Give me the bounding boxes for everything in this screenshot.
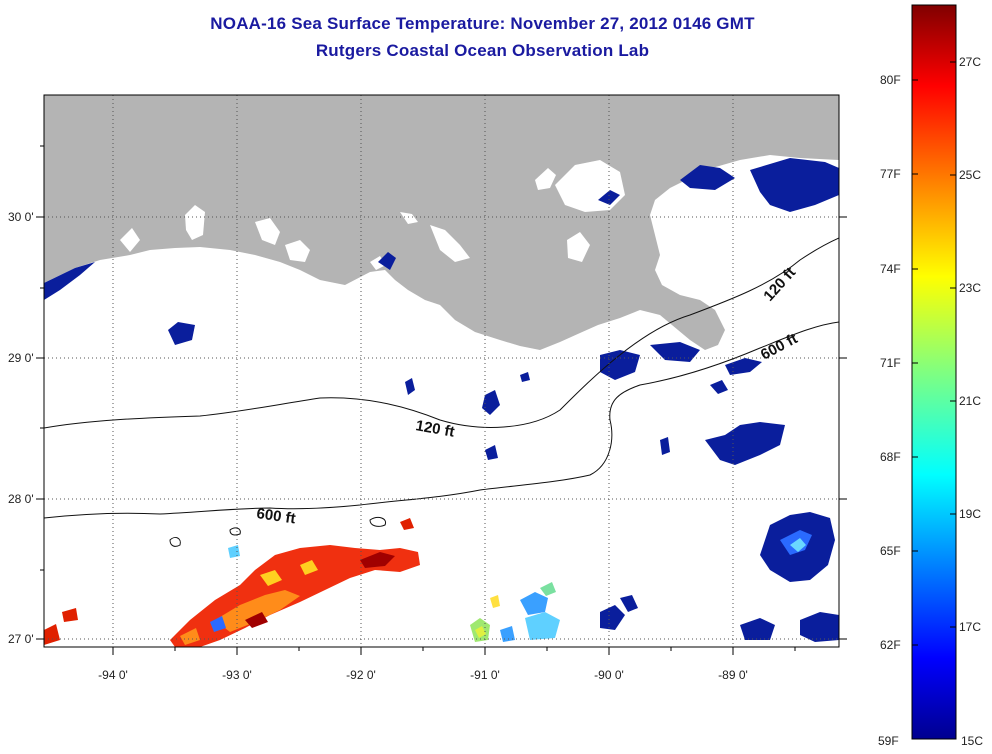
map-subtitle: Rutgers Coastal Ocean Observation Lab xyxy=(315,41,650,60)
lat-label-28: 28 0' xyxy=(8,492,34,506)
colorbar-ticks xyxy=(912,61,956,646)
land-mass xyxy=(44,95,839,350)
lon-label-90: -90 0' xyxy=(594,668,624,682)
lake xyxy=(400,212,418,224)
sst-cool-patches xyxy=(44,158,839,642)
colorbar-f-label: 77F xyxy=(880,167,901,181)
colorbar-f-label: 62F xyxy=(880,638,901,652)
map-border xyxy=(43,94,840,648)
colorbar-c-label: 19C xyxy=(959,507,981,521)
lake xyxy=(535,168,556,190)
lake xyxy=(255,218,280,245)
colorbar-c-label: 23C xyxy=(959,281,981,295)
colorbar-c-label: 25C xyxy=(959,168,981,182)
bathymetry-contours xyxy=(44,237,839,547)
lake xyxy=(120,228,140,252)
contour-120ft-shelf xyxy=(44,237,839,429)
contour-600ft-shelf xyxy=(44,321,839,519)
colorbar-f-label: 80F xyxy=(880,73,901,87)
colorbar-c-label: 21C xyxy=(959,394,981,408)
colorbar-f-label: 65F xyxy=(880,544,901,558)
lat-label-27: 27 0' xyxy=(8,632,34,646)
lake xyxy=(185,205,205,240)
lon-label-91: -91 0' xyxy=(470,668,500,682)
lake xyxy=(430,225,470,262)
colorbar-f-label: 68F xyxy=(880,450,901,464)
lake xyxy=(285,240,310,262)
colorbar-c-label: 27C xyxy=(959,55,981,69)
colorbar-f-label: 59F xyxy=(878,734,899,748)
colorbar-f-label: 71F xyxy=(880,356,901,370)
sst-mid-patches xyxy=(228,530,812,642)
colorbar-f-label: 74F xyxy=(880,262,901,276)
lake xyxy=(567,232,590,262)
sst-warm-patches xyxy=(44,518,420,647)
colorbar xyxy=(911,4,957,740)
tick-marks xyxy=(36,145,847,655)
contour-label-120ft-west: 120 ft xyxy=(414,417,456,441)
graticule xyxy=(44,95,839,647)
lon-label-94: -94 0' xyxy=(98,668,128,682)
lon-label-89: -89 0' xyxy=(718,668,748,682)
contour-label-600ft-west: 600 ft xyxy=(255,505,296,527)
lat-label-29: 29 0' xyxy=(8,351,34,365)
colorbar-c-label: 17C xyxy=(959,620,981,634)
colorbar-c-label: 15C xyxy=(961,734,983,748)
map-title: NOAA-16 Sea Surface Temperature: Novembe… xyxy=(210,14,755,33)
lon-label-93: -93 0' xyxy=(222,668,252,682)
lat-label-30: 30 0' xyxy=(8,210,34,224)
lon-label-92: -92 0' xyxy=(346,668,376,682)
